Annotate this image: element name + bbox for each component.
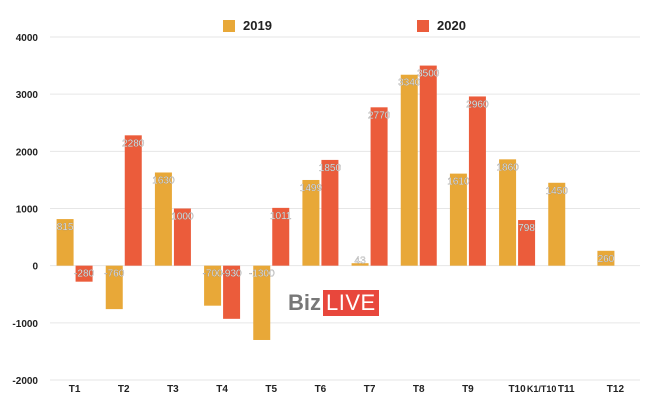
- x-tick-label: T6: [315, 384, 327, 395]
- bar-2020-T2: [124, 135, 142, 266]
- data-label: 1630: [152, 175, 175, 186]
- x-tick-label: T2: [118, 384, 130, 395]
- data-label: -760: [104, 269, 124, 280]
- y-tick-label: 0: [32, 262, 38, 273]
- data-label: 2960: [466, 99, 489, 110]
- data-label: 1499: [300, 183, 323, 194]
- data-label: -1300: [249, 269, 275, 280]
- legend-label-2019: 2019: [243, 18, 272, 33]
- bar-2019-T11: [548, 182, 566, 266]
- y-tick-label: -2000: [12, 376, 38, 387]
- bar-2020-T10: [518, 220, 536, 266]
- logo-live-text: LIVE: [323, 290, 379, 316]
- data-labels: 815 -280 -760 2280 1630 1000 -700-930 -1300 1011…: [57, 68, 615, 280]
- y-tick-label: 4000: [16, 33, 39, 44]
- bar-2019-T12: [597, 250, 615, 266]
- legend-item-2020: 2020: [417, 18, 466, 33]
- bizlive-logo: Biz LIVE: [288, 290, 379, 316]
- legend-swatch-2019: [223, 19, 235, 32]
- bar-2020-T6: [321, 159, 339, 266]
- x-tick-label: T12: [607, 384, 625, 395]
- data-label: 1850: [319, 163, 342, 174]
- bar-2019-T6: [302, 179, 320, 266]
- bar-2019-T3: [154, 172, 172, 266]
- data-label: 3500: [417, 69, 440, 80]
- bar-2019-T7: [351, 263, 369, 266]
- bar-2019-T9: [449, 173, 467, 266]
- legend-swatch-2020: [417, 19, 429, 32]
- data-label: 1450: [546, 186, 569, 197]
- bar-2020-T4: [223, 265, 241, 319]
- x-extra-label: K1/T10: [527, 384, 557, 394]
- legend-item-2019: 2019: [223, 18, 272, 33]
- bar-2020-T1: [75, 265, 93, 282]
- x-axis: T1 T2 T3 T4 T5 T6 T7 T8 T9 T10 T11 T12 K1/T10: [69, 384, 625, 395]
- data-label: 2770: [368, 110, 391, 121]
- data-label: -700: [203, 269, 223, 280]
- bar-2019-T8: [400, 74, 418, 266]
- bar-2020-T8: [419, 65, 437, 266]
- y-tick-label: 1000: [16, 205, 39, 216]
- bar-2020-T7: [370, 107, 388, 266]
- bar-2020-T5: [272, 207, 290, 266]
- x-tick-label: T8: [413, 384, 425, 395]
- data-label: -280: [74, 269, 94, 280]
- bar-2019-T10: [499, 159, 517, 266]
- bar-2019-T5: [253, 265, 271, 340]
- y-tick-label: 2000: [16, 147, 39, 158]
- bar-2019-T2: [105, 265, 123, 310]
- bar-2019-T1: [56, 219, 74, 266]
- x-tick-label: T11: [558, 384, 575, 395]
- data-label: 3340: [398, 78, 421, 89]
- x-tick-label: T9: [462, 384, 474, 395]
- y-axis: -2000 -1000 0 1000 2000 3000 4000: [12, 33, 38, 387]
- data-label: 798: [518, 223, 535, 234]
- data-label: -930: [222, 269, 242, 280]
- x-tick-label: T5: [265, 384, 277, 395]
- y-tick-label: 3000: [16, 90, 39, 101]
- data-label: 1860: [496, 162, 519, 173]
- x-tick-label: T7: [364, 384, 376, 395]
- data-label: 2280: [122, 138, 145, 149]
- y-tick-label: -1000: [12, 319, 38, 330]
- bar-2020-T9: [468, 96, 486, 266]
- x-tick-label: T1: [69, 384, 81, 395]
- logo-biz-text: Biz: [288, 290, 321, 315]
- bar-2019-T4: [204, 265, 222, 306]
- x-tick-label: T10: [508, 384, 526, 395]
- data-label: 1610: [447, 177, 470, 188]
- data-label: 1011: [270, 211, 292, 222]
- data-label: 43: [355, 256, 367, 267]
- gridlines: [50, 36, 640, 381]
- x-tick-label: T3: [167, 384, 179, 395]
- data-label: 260: [598, 254, 615, 265]
- data-label: 1000: [171, 212, 194, 223]
- bar-2020-T3: [173, 208, 191, 266]
- legend-label-2020: 2020: [437, 18, 466, 33]
- bars: [56, 65, 615, 340]
- data-label: 815: [57, 222, 74, 233]
- x-tick-label: T4: [216, 384, 228, 395]
